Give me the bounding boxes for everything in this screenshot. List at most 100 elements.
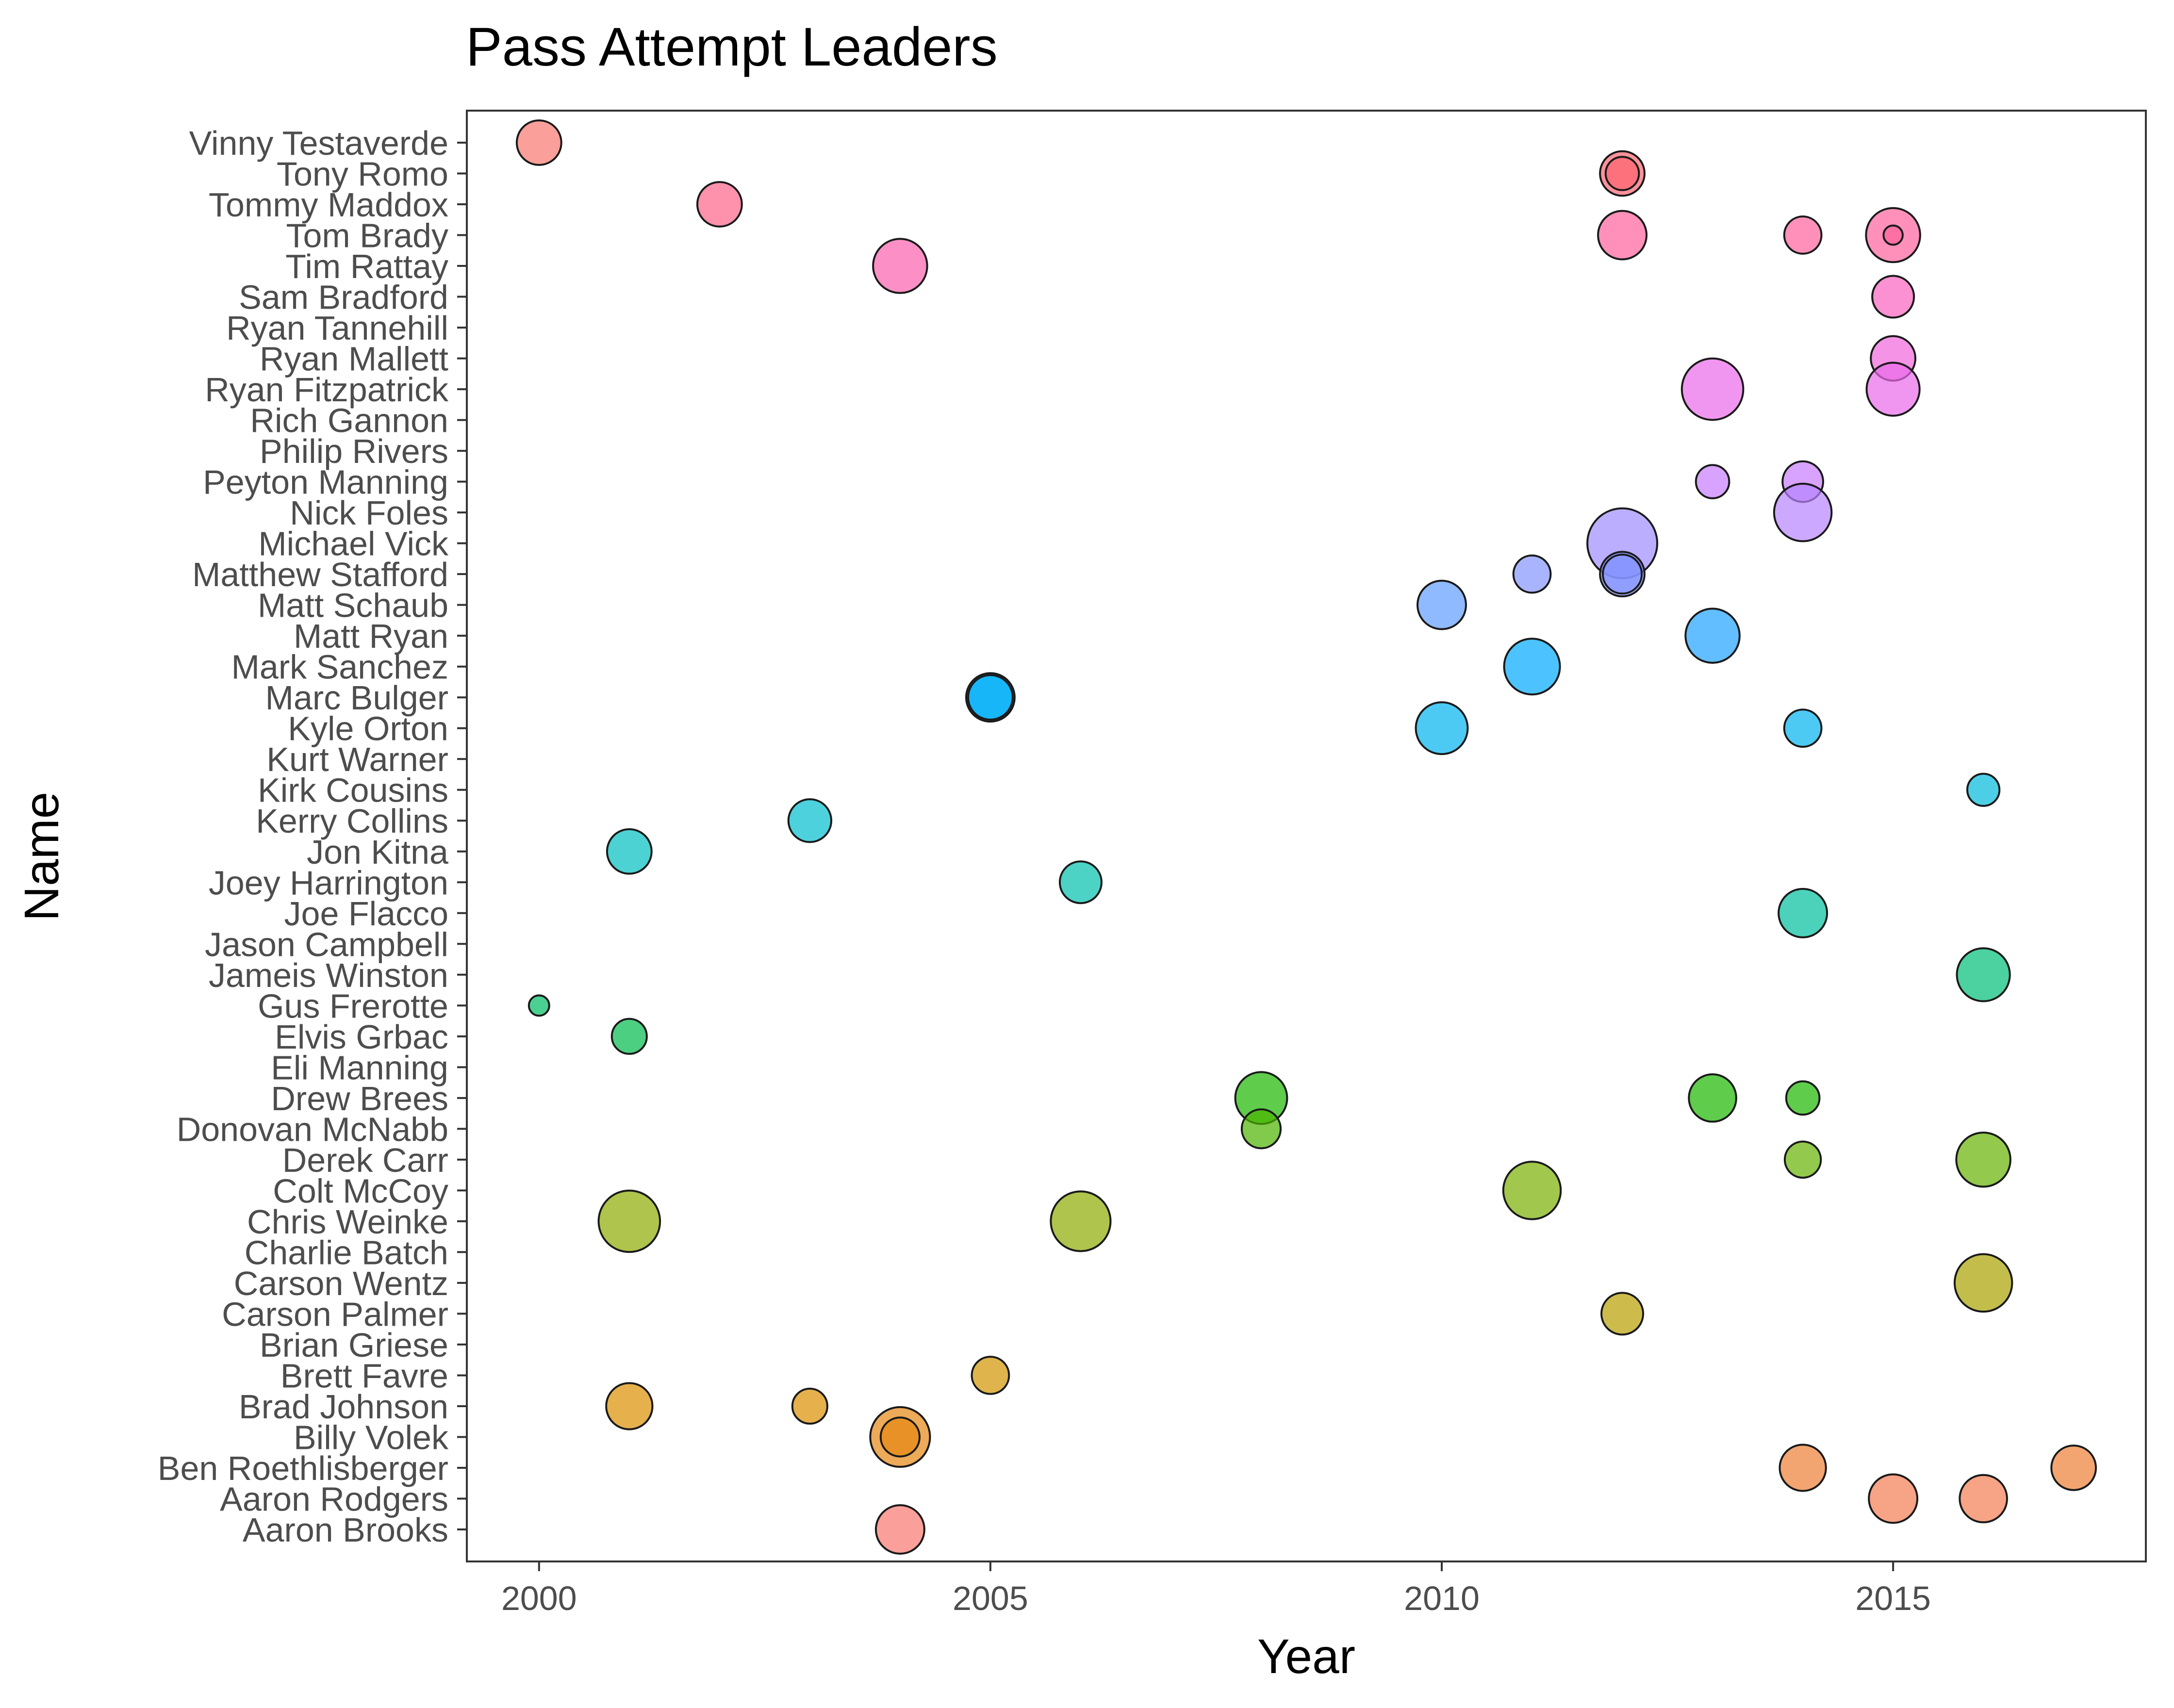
- data-point: [1783, 215, 1823, 255]
- y-tick-label: Vinny Testaverde: [189, 124, 448, 162]
- data-point: [1684, 608, 1741, 664]
- data-point: [787, 798, 833, 843]
- data-point: [2050, 1445, 2097, 1491]
- data-point: [606, 828, 653, 875]
- y-tick-label: Joey Harrington: [209, 864, 448, 902]
- x-tick-label: 2015: [1855, 1579, 1931, 1617]
- y-tick-label: Carson Wentz: [234, 1265, 448, 1302]
- data-point: [1415, 701, 1469, 755]
- y-tick-label: Colt McCoy: [273, 1172, 448, 1210]
- y-tick-label: Marc Bulger: [265, 679, 448, 717]
- data-point: [527, 994, 550, 1017]
- data-point: [515, 119, 562, 166]
- y-tick-label: Tom Brady: [286, 217, 448, 255]
- y-tick-label: Rich Gannon: [250, 402, 448, 440]
- y-tick-label: Drew Brees: [271, 1080, 448, 1117]
- data-point: [879, 1416, 921, 1458]
- data-point: [971, 1356, 1010, 1395]
- y-tick-label: Gus Frerotte: [258, 987, 448, 1025]
- data-point: [610, 1018, 648, 1055]
- y-tick-label: Eli Manning: [271, 1049, 448, 1086]
- y-axis-title: Name: [15, 792, 69, 921]
- data-point: [1779, 1444, 1827, 1492]
- data-point: [1512, 554, 1552, 594]
- y-tick-label: Michael Vick: [258, 525, 449, 563]
- data-point: [1695, 464, 1730, 499]
- y-tick-label: Mark Sanchez: [231, 648, 448, 686]
- data-point: [1778, 887, 1828, 938]
- x-tick-label: 2005: [953, 1579, 1028, 1617]
- data-point: [1058, 860, 1103, 904]
- data-point: [1604, 156, 1640, 191]
- y-tick-label: Ben Roethlisberger: [158, 1449, 448, 1487]
- data-point: [872, 238, 928, 294]
- points-layer: [515, 119, 2097, 1555]
- x-axis: 2000 2005 2010 2015: [501, 1561, 1931, 1617]
- y-tick-label: Aaron Rodgers: [220, 1480, 448, 1518]
- data-point: [1416, 579, 1467, 630]
- data-point: [1783, 708, 1823, 748]
- data-point: [1503, 638, 1561, 696]
- y-tick-label: Ryan Fitzpatrick: [205, 371, 449, 409]
- data-point: [605, 1382, 654, 1430]
- data-point: [1600, 1292, 1645, 1336]
- data-point: [1680, 357, 1745, 421]
- data-point: [1868, 1473, 1919, 1524]
- y-tick-label: Matt Schaub: [258, 587, 448, 624]
- y-tick-label: Ryan Tannehill: [226, 309, 448, 347]
- data-point: [1688, 1073, 1737, 1123]
- data-point: [1956, 947, 2011, 1002]
- y-tick-label: Sam Bradford: [239, 279, 448, 316]
- y-tick-label: Brad Johnson: [239, 1388, 448, 1426]
- y-tick-label: Aaron Brooks: [243, 1511, 448, 1549]
- data-point: [1959, 1474, 2008, 1524]
- data-point: [1601, 554, 1643, 595]
- data-point: [1882, 224, 1904, 246]
- y-tick-label: Kyle Orton: [288, 710, 448, 748]
- y-tick-label: Jameis Winston: [209, 956, 448, 994]
- y-tick-label: Nick Foles: [290, 494, 448, 532]
- y-tick-label: Tim Rattay: [285, 247, 448, 285]
- y-tick-label: Derek Carr: [282, 1141, 448, 1179]
- data-point: [874, 1504, 925, 1555]
- data-point: [1871, 275, 1915, 319]
- y-tick-label: Billy Volek: [294, 1418, 449, 1456]
- y-tick-label: Kerry Collins: [256, 802, 448, 840]
- data-point: [1050, 1190, 1112, 1252]
- data-point: [791, 1387, 828, 1425]
- y-tick-label: Brian Griese: [260, 1326, 448, 1364]
- data-point: [597, 1189, 661, 1253]
- data-point: [967, 674, 1014, 721]
- y-tick-label: Tony Romo: [277, 155, 448, 193]
- x-tick-label: 2010: [1404, 1579, 1480, 1617]
- y-tick-label: Donovan McNabb: [177, 1110, 448, 1148]
- data-point: [1865, 361, 1921, 417]
- y-tick-label: Charlie Batch: [245, 1233, 448, 1271]
- data-point: [1773, 482, 1833, 542]
- data-point: [1240, 1108, 1282, 1150]
- y-tick-label: Philip Rivers: [260, 432, 448, 470]
- data-point: [1785, 1080, 1821, 1116]
- y-tick-label: Peyton Manning: [203, 463, 448, 501]
- y-tick-label: Kirk Cousins: [258, 772, 448, 809]
- data-point: [1955, 1132, 2011, 1188]
- data-point: [1597, 210, 1648, 261]
- y-tick-label: Matt Ryan: [294, 617, 448, 655]
- y-tick-label: Tommy Maddox: [209, 186, 448, 224]
- data-point: [1966, 772, 2001, 807]
- y-tick-label: Ryan Mallett: [260, 340, 448, 378]
- y-tick-label: Joe Flacco: [284, 895, 448, 933]
- data-point: [1783, 1140, 1822, 1179]
- y-tick-label: Carson Palmer: [222, 1295, 448, 1333]
- y-tick-label: Elvis Grbac: [275, 1018, 448, 1056]
- x-tick-label: 2000: [501, 1579, 577, 1617]
- y-tick-label: Jason Campbell: [205, 925, 448, 963]
- x-axis-title: Year: [1257, 1629, 1355, 1684]
- y-tick-label: Matthew Stafford: [192, 556, 448, 593]
- panel-border: [466, 110, 2147, 1562]
- chart-title: Pass Attempt Leaders: [466, 16, 998, 77]
- y-tick-label: Jon Kitna: [307, 833, 448, 871]
